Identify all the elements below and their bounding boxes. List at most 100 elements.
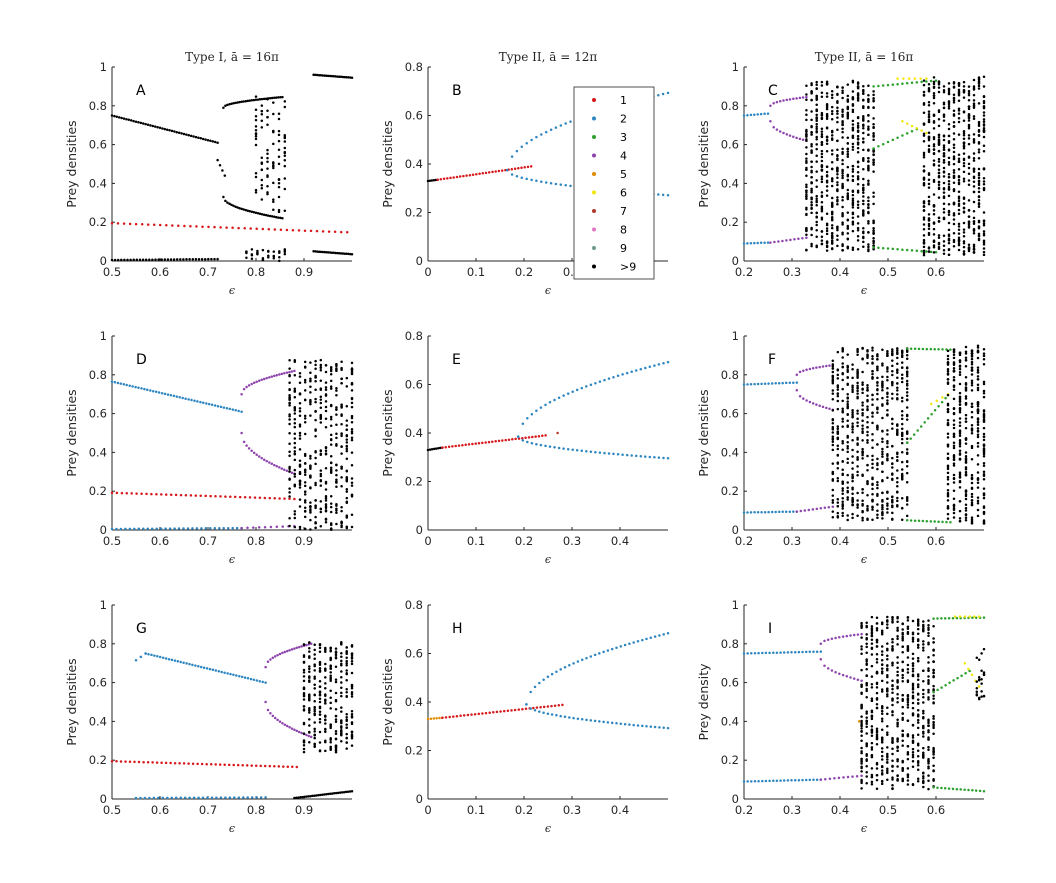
data-point — [967, 142, 971, 146]
data-point — [283, 105, 287, 109]
data-point — [533, 709, 537, 712]
data-point — [303, 510, 307, 513]
data-point — [340, 413, 343, 416]
data-point — [763, 241, 766, 244]
data-point — [982, 487, 986, 490]
data-point — [865, 752, 868, 756]
x-tick-label: 0.4 — [831, 265, 849, 279]
data-point — [976, 423, 980, 427]
data-point — [881, 500, 884, 503]
data-point — [856, 347, 859, 351]
data-point — [921, 347, 925, 351]
data-point — [927, 131, 931, 134]
data-point — [314, 250, 317, 253]
data-point — [947, 156, 951, 160]
data-point — [520, 145, 524, 149]
data-point — [891, 783, 894, 787]
data-point — [250, 257, 254, 261]
data-point — [932, 92, 936, 95]
data-point — [825, 126, 829, 129]
data-point — [226, 103, 229, 107]
data-point — [964, 493, 968, 496]
data-point — [226, 672, 229, 675]
data-point — [455, 175, 459, 179]
data-point — [820, 130, 824, 133]
data-point — [905, 354, 909, 357]
data-point — [169, 761, 172, 765]
data-point — [326, 251, 330, 254]
data-point — [297, 796, 300, 799]
data-point — [179, 493, 183, 497]
data-point — [846, 100, 850, 103]
data-point — [340, 445, 343, 448]
data-point — [922, 176, 926, 179]
data-point — [870, 625, 874, 628]
data-point — [947, 160, 951, 164]
x-tick-label: 0.6 — [151, 265, 169, 279]
data-point — [815, 103, 818, 107]
data-point — [865, 722, 868, 725]
data-point — [860, 632, 863, 636]
x-tick-label: 0.1 — [467, 534, 485, 548]
data-point — [768, 779, 771, 783]
data-point — [283, 150, 287, 154]
data-point — [243, 227, 246, 230]
data-point — [805, 193, 808, 196]
data-point — [946, 410, 950, 413]
data-point — [915, 81, 919, 84]
data-point — [886, 623, 889, 626]
data-point — [314, 483, 317, 487]
data-point — [128, 527, 132, 531]
data-point — [905, 464, 909, 468]
data-point — [200, 527, 203, 530]
data-point — [929, 250, 933, 254]
data-point — [657, 456, 661, 459]
data-point — [891, 752, 894, 756]
data-point — [319, 469, 323, 472]
data-point — [314, 359, 317, 363]
data-point — [976, 514, 980, 518]
data-point — [831, 505, 835, 508]
data-point — [630, 454, 633, 457]
data-point — [958, 421, 962, 424]
data-point — [313, 683, 316, 687]
data-point — [901, 628, 904, 631]
data-point — [345, 525, 349, 528]
data-point — [514, 437, 517, 441]
data-point — [957, 92, 961, 96]
panel-letter: E — [452, 352, 461, 368]
data-point — [213, 257, 216, 261]
data-point — [254, 211, 258, 215]
data-point — [340, 381, 343, 385]
data-point — [962, 110, 966, 114]
data-point — [860, 781, 863, 785]
data-point — [841, 420, 844, 423]
data-point — [900, 414, 904, 417]
data-point — [970, 492, 974, 496]
data-point — [309, 486, 312, 490]
data-point — [870, 653, 874, 656]
data-point — [300, 645, 303, 648]
data-point — [846, 192, 850, 195]
data-point — [521, 422, 525, 425]
data-point — [861, 491, 864, 495]
y-tick-label: 0.6 — [89, 138, 107, 152]
data-point — [345, 441, 349, 444]
data-point — [970, 415, 974, 419]
data-point — [867, 94, 870, 97]
data-point — [886, 409, 889, 412]
data-point — [876, 494, 879, 498]
data-point — [913, 77, 917, 80]
data-point — [958, 424, 962, 427]
data-point — [865, 687, 868, 691]
data-point — [345, 444, 349, 448]
data-point — [958, 517, 962, 520]
data-point — [550, 672, 554, 676]
data-point — [896, 685, 899, 689]
data-point — [856, 678, 860, 681]
data-point — [825, 80, 829, 84]
data-point — [930, 413, 933, 416]
data-point — [952, 85, 956, 89]
data-point — [982, 454, 986, 458]
